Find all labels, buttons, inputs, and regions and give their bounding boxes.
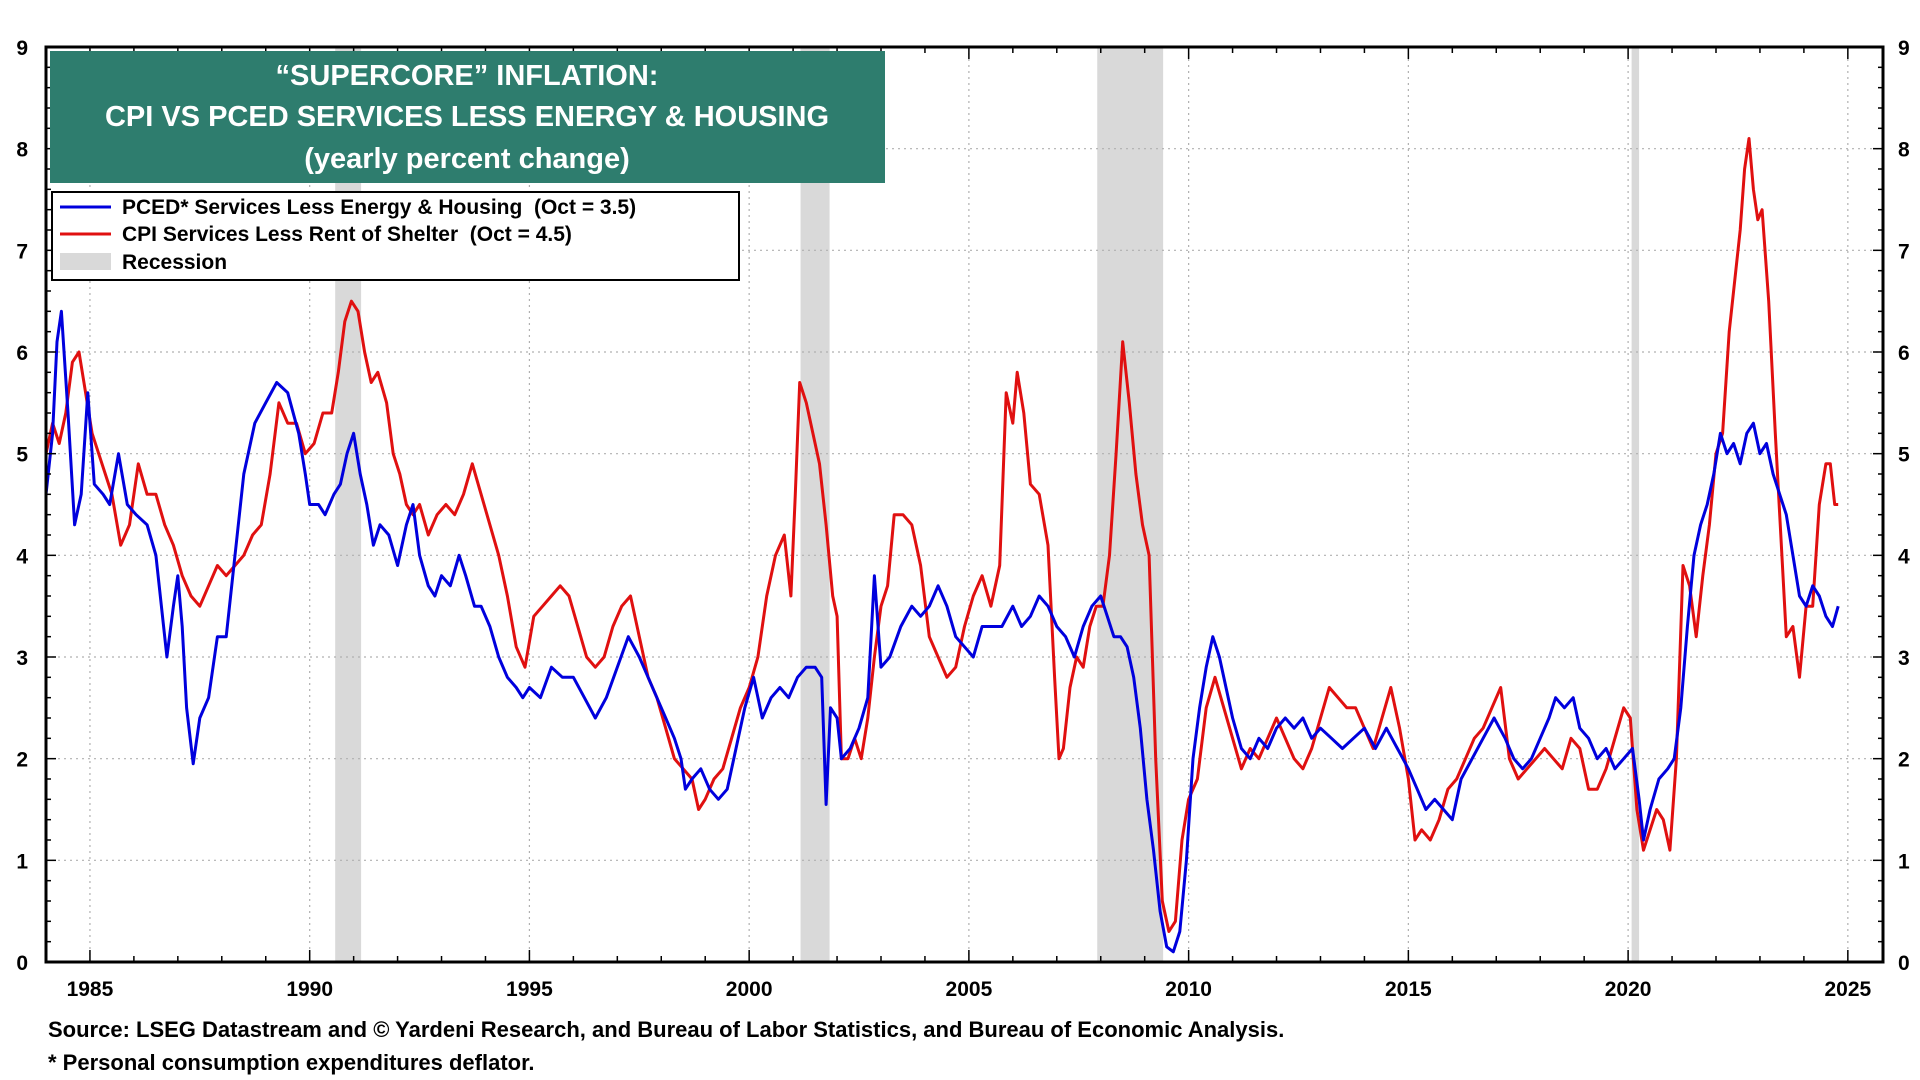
source-note: Source: LSEG Datastream and © Yardeni Re… bbox=[48, 1017, 1285, 1042]
y-tick-label-left: 4 bbox=[16, 545, 28, 568]
y-tick-label-left: 2 bbox=[16, 749, 28, 772]
axis-ticks bbox=[45, 46, 1883, 963]
legend-box bbox=[51, 191, 740, 281]
plot-frame bbox=[44, 45, 1885, 964]
x-tick-label: 1990 bbox=[286, 978, 333, 1001]
x-tick-label: 2015 bbox=[1385, 978, 1432, 1001]
y-tick-label-left: 1 bbox=[16, 850, 28, 873]
recession-band-0 bbox=[335, 47, 362, 962]
y-axis-right-labels: 0 1 2 3 4 5 6 7 8 9 bbox=[1898, 37, 1910, 975]
y-tick-label-right: 0 bbox=[1898, 952, 1910, 975]
x-tick-label: 2005 bbox=[946, 978, 993, 1001]
gridlines bbox=[46, 47, 1883, 962]
legend: PCED* Services Less Energy & Housing (Oc… bbox=[51, 191, 740, 281]
x-tick-label: 2025 bbox=[1824, 978, 1871, 1001]
y-tick-label-left: 5 bbox=[16, 444, 28, 467]
y-tick-label-right: 2 bbox=[1898, 749, 1910, 772]
footnote-pced: * Personal consumption expenditures defl… bbox=[48, 1050, 535, 1075]
x-tick-label: 2010 bbox=[1165, 978, 1212, 1001]
y-tick-label-right: 5 bbox=[1898, 444, 1910, 467]
y-tick-label-right: 1 bbox=[1898, 850, 1910, 873]
y-axis-left-labels: 0 1 2 3 4 5 6 7 8 9 bbox=[16, 37, 28, 975]
x-axis-labels: 1985 1990 1995 2000 2005 2010 2015 2020 2025 bbox=[67, 978, 1872, 1001]
x-tick-label: 1995 bbox=[506, 978, 553, 1001]
recession-band-2 bbox=[1097, 47, 1164, 962]
y-tick-label-left: 8 bbox=[16, 139, 28, 162]
recession-bands bbox=[335, 47, 1640, 962]
chart-title-line-3: (yearly percent change) bbox=[304, 143, 630, 175]
y-tick-label-right: 6 bbox=[1898, 342, 1910, 365]
legend-swatch-recession bbox=[60, 253, 111, 270]
title-background bbox=[50, 51, 885, 183]
y-tick-label-left: 9 bbox=[16, 37, 28, 60]
legend-label-cpi: CPI Services Less Rent of Shelter (Oct =… bbox=[122, 223, 572, 246]
series-line-pced bbox=[44, 309, 1840, 954]
recession-band-3 bbox=[1631, 47, 1640, 962]
y-tick-label-left: 3 bbox=[16, 647, 28, 670]
chart-title-line-1: “SUPERCORE” INFLATION: bbox=[276, 60, 659, 92]
y-tick-label-right: 3 bbox=[1898, 647, 1910, 670]
legend-label-pced: PCED* Services Less Energy & Housing (Oc… bbox=[122, 196, 636, 219]
y-tick-label-right: 7 bbox=[1898, 240, 1910, 263]
series-line-cpi bbox=[44, 137, 1839, 933]
y-tick-label-right: 8 bbox=[1898, 139, 1910, 162]
chart-title-box: “SUPERCORE” INFLATION: CPI VS PCED SERVI… bbox=[50, 51, 885, 183]
legend-label-recession: Recession bbox=[122, 251, 227, 274]
x-tick-label: 2000 bbox=[726, 978, 773, 1001]
y-tick-label-left: 7 bbox=[16, 240, 28, 263]
chart-title-line-2: CPI VS PCED SERVICES LESS ENERGY & HOUSI… bbox=[105, 101, 829, 133]
series-lines bbox=[44, 137, 1840, 954]
x-tick-label: 1985 bbox=[67, 978, 114, 1001]
y-tick-label-right: 4 bbox=[1898, 545, 1910, 568]
y-tick-label-left: 6 bbox=[16, 342, 28, 365]
y-tick-label-left: 0 bbox=[16, 952, 28, 975]
y-tick-label-right: 9 bbox=[1898, 37, 1910, 60]
x-tick-label: 2020 bbox=[1605, 978, 1652, 1001]
